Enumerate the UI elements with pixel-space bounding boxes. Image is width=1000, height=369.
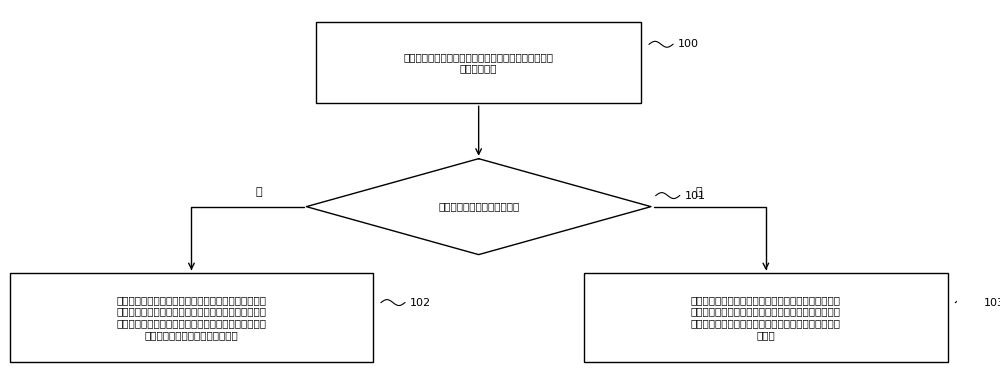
Text: 100: 100 xyxy=(678,39,699,49)
Text: 102: 102 xyxy=(410,297,431,308)
FancyBboxPatch shape xyxy=(584,273,948,362)
Text: 103: 103 xyxy=(984,297,1000,308)
FancyBboxPatch shape xyxy=(10,273,373,362)
Text: 判断油门是否处于踩油门阶段: 判断油门是否处于踩油门阶段 xyxy=(438,201,519,212)
Text: 获取当前当前的档位值和转速值，以及目标输出扭矩和
当前输入扭矩: 获取当前当前的档位值和转速值，以及目标输出扭矩和 当前输入扭矩 xyxy=(404,52,554,73)
Text: 101: 101 xyxy=(684,190,705,201)
Text: 否: 否 xyxy=(255,187,262,197)
Text: 是: 是 xyxy=(696,187,702,197)
Text: 基于当前的档位值得到档位边界扭矩；基于目标输出扭
矩、当前输入扭矩和档位边界扭矩得到第二喷油信号和
过滤目标扭矩；按照第二喷油信号控制输入扭矩，以使
有效扭矩过: 基于当前的档位值得到档位边界扭矩；基于目标输出扭 矩、当前输入扭矩和档位边界扭矩… xyxy=(116,295,266,340)
FancyBboxPatch shape xyxy=(316,22,641,103)
Text: 基于当前的档位值和转速值确定第一正向边界扭矩；对
第一喷油信号进行滤波处理，按照滤波后的第一喷油信
号控制输入扭矩，以使有效扭矩过零到达第一正向边界
扭矩；: 基于当前的档位值和转速值确定第一正向边界扭矩；对 第一喷油信号进行滤波处理，按照… xyxy=(691,295,841,340)
